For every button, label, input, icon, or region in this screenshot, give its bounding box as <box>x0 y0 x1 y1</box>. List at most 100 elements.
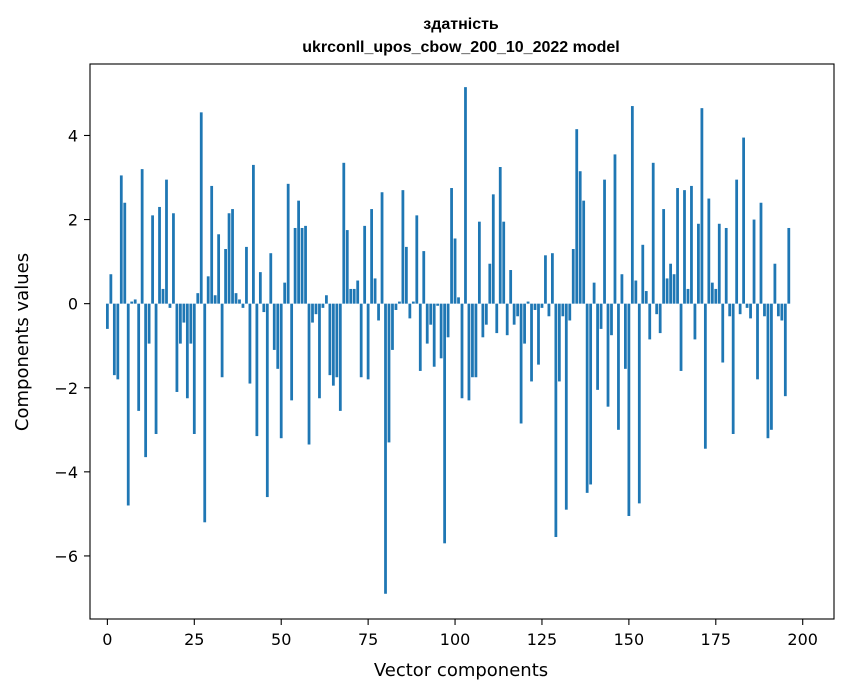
bar <box>314 303 318 315</box>
bar <box>624 303 627 369</box>
bar <box>714 288 718 304</box>
bar <box>516 303 520 317</box>
bar <box>603 179 606 304</box>
bar <box>283 282 287 304</box>
bar <box>300 227 304 304</box>
bar <box>460 303 464 399</box>
y-axis-label: Components values <box>12 253 33 431</box>
bar <box>537 303 540 365</box>
chart-subtitle: ukrconll_upos_cbow_200_10_2022 model <box>302 39 619 56</box>
bar <box>227 213 231 304</box>
x-tick-label: 75 <box>358 630 378 649</box>
bar <box>676 188 679 304</box>
x-axis-label: Vector components <box>374 660 548 681</box>
bar <box>596 303 599 390</box>
bar <box>759 202 763 304</box>
bar <box>432 303 436 367</box>
bar <box>662 209 666 304</box>
bar <box>384 303 387 594</box>
bar <box>735 179 739 304</box>
bar <box>721 303 725 363</box>
bar <box>439 303 443 359</box>
bar <box>391 303 394 350</box>
y-axis-ticks: −6 −4 −2 0 2 4 <box>54 126 90 566</box>
bar <box>665 278 669 304</box>
y-tick-label: 2 <box>68 211 78 230</box>
bar <box>370 209 373 304</box>
bar <box>321 303 325 308</box>
bar <box>394 303 398 310</box>
bar <box>220 303 224 378</box>
bar <box>471 303 474 378</box>
bar <box>307 303 311 445</box>
bar <box>241 303 245 308</box>
x-tick-label: 50 <box>271 630 291 649</box>
bar <box>644 291 648 304</box>
bar <box>109 274 113 304</box>
bar <box>745 303 749 308</box>
bar <box>589 303 593 485</box>
bar <box>140 169 144 304</box>
bar <box>161 288 165 304</box>
bar <box>651 162 655 304</box>
bar <box>606 303 610 407</box>
bar <box>599 303 603 329</box>
bar <box>617 303 620 430</box>
bar <box>519 303 523 424</box>
bar <box>477 221 481 304</box>
y-tick-label: −6 <box>54 547 78 566</box>
bar <box>509 270 513 304</box>
bar <box>272 303 276 350</box>
bar <box>752 219 756 304</box>
bar <box>436 303 440 306</box>
bar <box>630 106 634 304</box>
y-tick-label: −4 <box>54 463 78 482</box>
bar <box>105 303 109 329</box>
bar <box>783 303 787 397</box>
bar <box>168 303 172 308</box>
bar <box>286 183 290 304</box>
x-tick-label: 25 <box>184 630 204 649</box>
bar <box>467 303 471 401</box>
bar <box>693 303 697 340</box>
bar <box>568 303 572 321</box>
bar <box>352 288 356 304</box>
bar <box>686 288 690 304</box>
bar <box>763 303 766 317</box>
bar <box>404 246 408 304</box>
bar <box>491 194 495 304</box>
bar <box>679 303 683 371</box>
bar <box>502 221 506 304</box>
bar <box>418 303 422 371</box>
bar <box>446 303 450 338</box>
bar <box>738 303 742 315</box>
x-tick-label: 150 <box>614 630 645 649</box>
bar <box>561 303 565 317</box>
bar <box>710 282 714 304</box>
x-tick-label: 175 <box>701 630 732 649</box>
bar <box>700 108 704 304</box>
bar <box>780 303 784 321</box>
bar <box>443 303 447 544</box>
bar <box>196 293 200 304</box>
bar <box>547 303 551 317</box>
bar <box>787 227 791 304</box>
bar <box>690 185 693 304</box>
bar <box>669 263 672 304</box>
bar <box>248 303 252 384</box>
y-tick-label: −2 <box>54 379 78 398</box>
bar <box>672 274 676 304</box>
bar <box>756 303 759 380</box>
bar <box>505 303 509 336</box>
bar <box>613 154 617 304</box>
bar <box>387 303 391 443</box>
bar <box>151 215 154 304</box>
bar <box>269 253 273 304</box>
bar <box>147 303 151 344</box>
bar <box>380 192 384 304</box>
bar <box>245 246 248 304</box>
bar <box>766 303 770 439</box>
bar <box>144 303 148 458</box>
bar <box>415 215 419 304</box>
bar <box>265 303 269 498</box>
